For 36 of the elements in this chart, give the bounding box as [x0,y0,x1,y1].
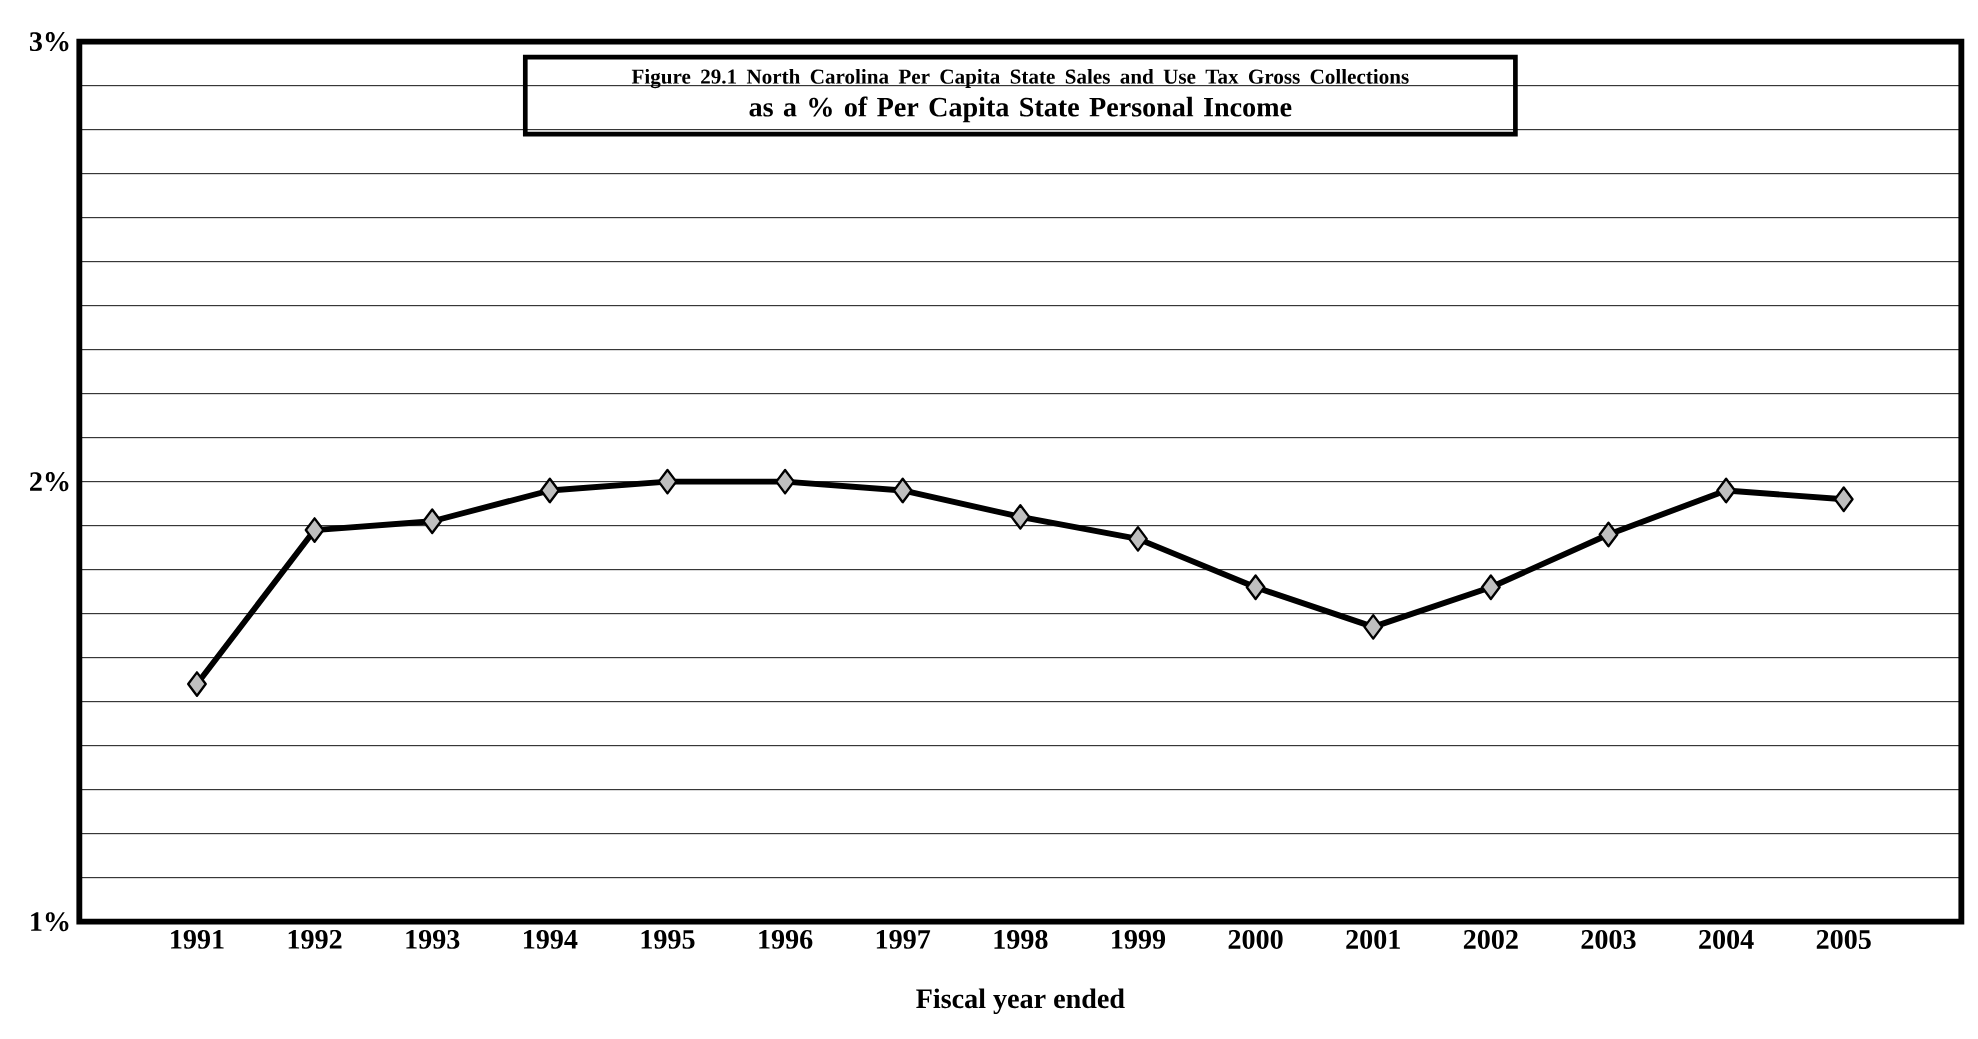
point [1245,574,1266,601]
x-tick-label: 1991 [171,929,224,949]
point [1363,613,1384,640]
x-tick-label: 1996 [759,929,813,949]
point [1010,503,1031,530]
point [1833,486,1854,513]
x-tick-label: 1994 [523,929,578,949]
point [775,468,796,495]
point [1598,521,1619,548]
point [539,477,560,504]
x-tick-label: 1998 [994,929,1048,949]
point [1480,574,1501,601]
y-tick-label: 1% [31,912,69,932]
point [422,508,443,535]
text: Figure 29.1 North Carolina Per Capita State Sales and Use Tax Gross Collections [631,68,1409,89]
y-tick-label: 3% [29,32,69,52]
x-tick-label: 2005 [1816,929,1871,949]
x-tick-label: 2002 [1463,929,1518,949]
x-axis-title: Fiscal year ended [916,988,1125,1015]
x-tick-label: 1992 [288,929,342,949]
x-tick-label: 2000 [1228,929,1283,949]
x-tick-label: 1995 [641,929,695,949]
point [187,671,207,697]
x-tick-label: 1997 [876,929,931,949]
x-tick-label: 2003 [1581,929,1636,949]
point [304,517,325,543]
x-tick-label: 2001 [1346,929,1400,949]
x-tick-label: 1999 [1112,929,1166,949]
point [1128,525,1148,552]
point [1716,477,1737,504]
x-tick-label: 2004 [1699,929,1754,949]
y-tick-label: 2% [30,472,69,492]
x-tick-label: 1993 [406,929,460,949]
point [892,477,913,504]
point [657,468,678,495]
text: as a % of Per Capita State Personal Income [749,96,1292,123]
